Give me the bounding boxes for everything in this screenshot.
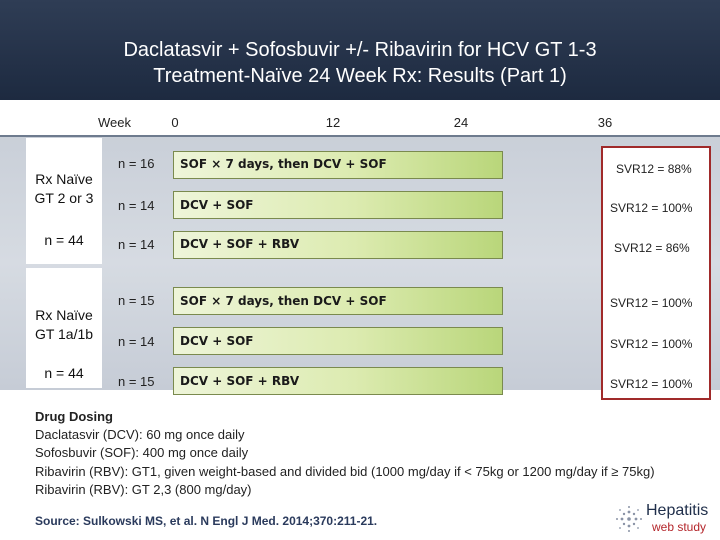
- arm-5-n: n = 14: [118, 334, 155, 349]
- title-banner: [0, 0, 720, 100]
- logo-subtitle: web study: [652, 520, 707, 534]
- arm-4-result: SVR12 = 100%: [610, 296, 693, 310]
- arm-4-n: n = 15: [118, 293, 155, 308]
- week-axis-label: Week: [98, 115, 131, 130]
- dosing-line-rbv-gt23: Ribavirin (RBV): GT 2,3 (800 mg/day): [35, 481, 252, 497]
- arm-6-regimen: DCV + SOF + RBV: [180, 374, 300, 388]
- drug-dosing-heading: Drug Dosing: [35, 409, 113, 424]
- group-box-gt1: [26, 268, 102, 388]
- arm-1-bar: [173, 151, 503, 179]
- arm-3-result: SVR12 = 86%: [614, 241, 690, 255]
- group-gt1-line2: GT 1a/1b: [34, 326, 94, 342]
- arm-1-n: n = 16: [118, 156, 155, 171]
- week-tick-36: 36: [597, 115, 613, 130]
- timeline-top-rule: [0, 135, 720, 137]
- arm-3-bar: [173, 231, 503, 259]
- dosing-line-dcv: Daclatasvir (DCV): 60 mg once daily: [35, 427, 245, 443]
- title-line-2: Treatment-Naïve 24 Week Rx: Results (Par…: [153, 65, 567, 87]
- arm-2-bar: [173, 191, 503, 219]
- group-gt1-line1: Rx Naïve: [35, 307, 93, 323]
- week-tick-0: 0: [171, 115, 179, 130]
- starburst-icon: [616, 506, 642, 532]
- arm-2-n: n = 14: [118, 198, 155, 213]
- arm-4-regimen: SOF × 7 days, then DCV + SOF: [180, 294, 387, 308]
- logo-wordmark: Hepatitis: [646, 502, 709, 519]
- arm-3-regimen: DCV + SOF + RBV: [180, 237, 300, 251]
- arm-1-result: SVR12 = 88%: [616, 162, 692, 176]
- hepatitis-web-study-logo: Hepatitis web study: [614, 502, 714, 536]
- svr-results-box: [601, 146, 711, 400]
- arm-5-bar: [173, 327, 503, 355]
- week-tick-12: 12: [325, 115, 341, 130]
- source-citation: Source: Sulkowski MS, et al. N Engl J Me…: [35, 514, 378, 528]
- dosing-line-sof: Sofosbuvir (SOF): 400 mg once daily: [35, 445, 249, 461]
- title-line-1: Daclatasvir + Sofosbuvir +/- Ribavirin f…: [123, 39, 597, 61]
- arm-6-bar: [173, 367, 503, 395]
- arm-1-regimen: SOF × 7 days, then DCV + SOF: [180, 157, 387, 171]
- arm-2-regimen: DCV + SOF: [180, 198, 254, 212]
- arm-5-result: SVR12 = 100%: [610, 337, 693, 351]
- arm-2-result: SVR12 = 100%: [610, 201, 693, 215]
- arm-3-n: n = 14: [118, 237, 155, 252]
- group-gt23-n: n = 44: [44, 232, 84, 248]
- dosing-line-rbv-gt1: Ribavirin (RBV): GT1, given weight-based…: [35, 463, 655, 479]
- arm-4-bar: [173, 287, 503, 315]
- group-gt23-line2: GT 2 or 3: [34, 190, 94, 206]
- group-gt1-n: n = 44: [44, 365, 84, 381]
- group-box-gt23: [26, 138, 102, 264]
- arm-6-n: n = 15: [118, 374, 155, 389]
- week-tick-24: 24: [453, 115, 469, 130]
- arm-6-result: SVR12 = 100%: [610, 377, 693, 391]
- drug-dosing-notes: Drug Dosing Daclatasvir (DCV): 60 mg onc…: [35, 408, 655, 499]
- group-gt23-line1: Rx Naïve: [35, 171, 93, 187]
- arm-5-regimen: DCV + SOF: [180, 334, 254, 348]
